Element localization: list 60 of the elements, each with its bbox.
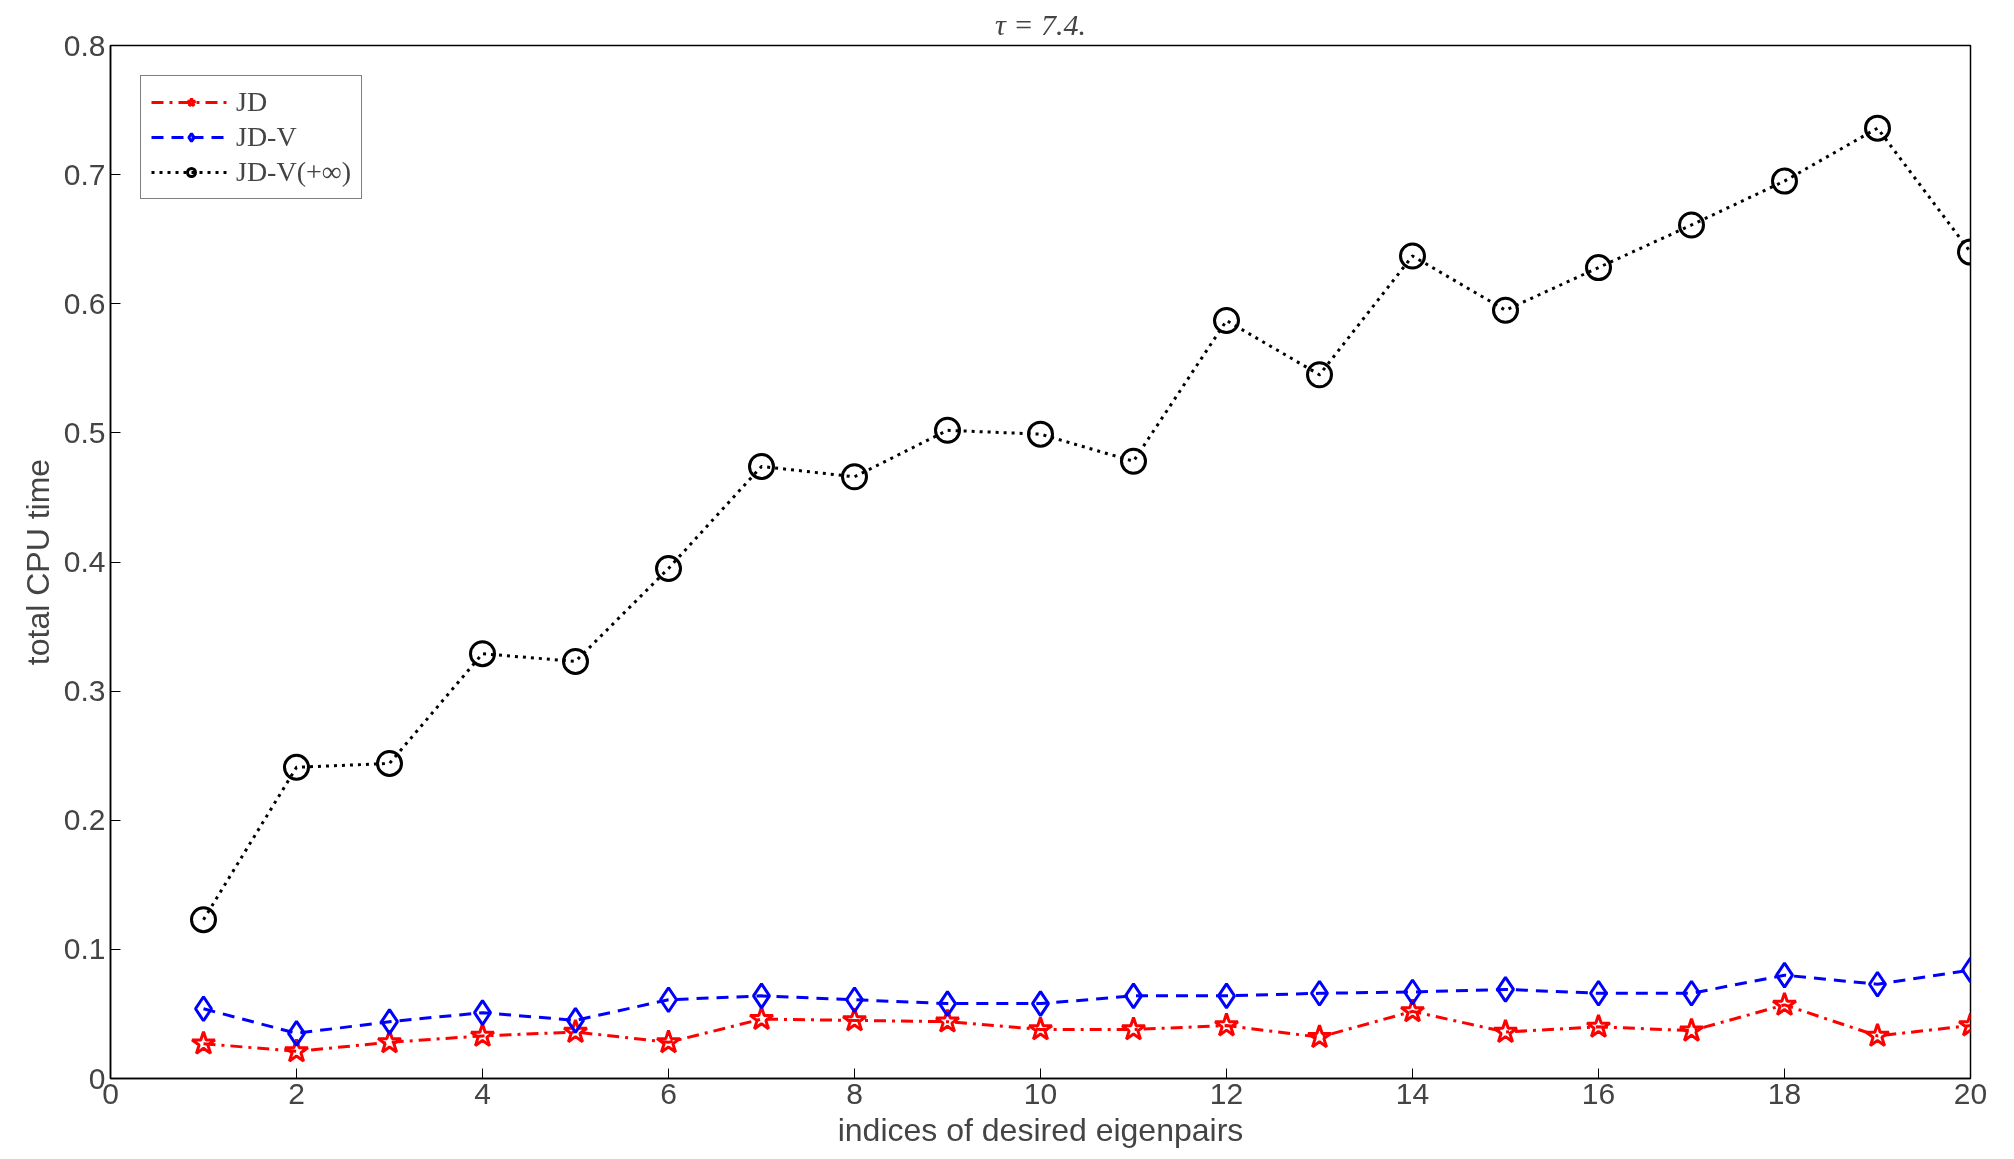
point (469, 640, 496, 668)
point (1399, 997, 1426, 1023)
point (655, 554, 682, 582)
point (190, 1030, 217, 1055)
point (934, 416, 961, 444)
x-axis-title: indices of desired eigenpairs (837, 1111, 1244, 1148)
y-tick-label: 0.8 (63, 28, 106, 62)
point (562, 647, 589, 675)
x-tick-label: 6 (660, 1076, 677, 1110)
point (1771, 991, 1798, 1017)
legend-label: JD (236, 86, 268, 118)
point (1120, 1015, 1147, 1041)
point (748, 452, 775, 480)
point (1678, 1017, 1705, 1042)
legend-label: JD-V (236, 121, 297, 153)
x-tick-label: 16 (1581, 1076, 1616, 1110)
point (1306, 361, 1333, 389)
legend-label: JD-V(+∞) (236, 156, 352, 188)
y-tick-label: 0.5 (63, 415, 106, 449)
point (1771, 167, 1798, 195)
point (934, 1008, 961, 1033)
y-tick-label: 0.4 (63, 545, 106, 578)
y-tick-label: 0.3 (63, 674, 106, 708)
x-tick-label: 4 (474, 1076, 491, 1110)
x-tick-label: 18 (1767, 1076, 1802, 1110)
point (1492, 1018, 1519, 1044)
x-tick-label: 10 (1023, 1076, 1058, 1110)
point (1864, 114, 1891, 142)
x-tick-label: 12 (1209, 1076, 1244, 1110)
point (1585, 1013, 1612, 1039)
x-tick-label: 2 (288, 1076, 305, 1110)
y-tick-label: 0.6 (63, 286, 106, 320)
point (1399, 242, 1426, 270)
point (748, 1005, 775, 1031)
point (655, 1028, 682, 1054)
point (469, 1022, 496, 1048)
y-tick-label: 0.2 (63, 803, 106, 837)
y-tick-label: 0.7 (63, 157, 106, 191)
point (1027, 1015, 1054, 1041)
point (1492, 296, 1519, 324)
chart-title: τ = 7.4. (995, 7, 1086, 41)
point (1864, 1022, 1891, 1048)
point (1213, 307, 1240, 335)
point (841, 463, 868, 491)
point (376, 1028, 403, 1054)
point (1585, 254, 1612, 282)
point (1678, 211, 1705, 239)
point (1306, 1023, 1333, 1049)
point (562, 1018, 589, 1044)
y-tick-label: 0.1 (63, 932, 106, 966)
point (1213, 1012, 1240, 1037)
x-tick-label: 8 (846, 1076, 863, 1110)
point (283, 753, 310, 781)
point (1120, 447, 1147, 475)
point (376, 749, 403, 777)
x-tick-label: 14 (1395, 1076, 1430, 1110)
y-axis-title: total CPU time (19, 458, 56, 666)
x-tick-label: 20 (1953, 1076, 1988, 1110)
point (190, 906, 217, 934)
point (1027, 420, 1054, 448)
